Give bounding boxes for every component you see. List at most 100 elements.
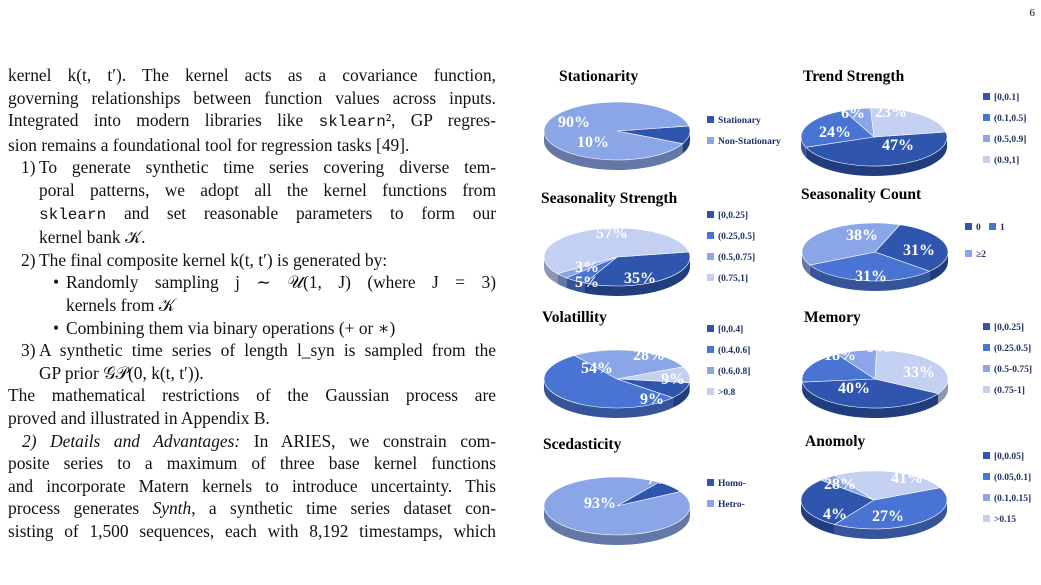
pie-percent-label: 33% xyxy=(903,364,935,381)
legend-swatch xyxy=(707,500,714,507)
legend-label: [0,0.05] xyxy=(994,452,1024,462)
text-line: governing relationships between function… xyxy=(8,87,496,110)
legend-swatch xyxy=(983,365,990,372)
pie-chart: Trend Strength47%24%6%23%[0,0.1](0.1,0.5… xyxy=(801,68,1026,176)
chart-title: Anomoly xyxy=(805,433,866,450)
text-line: To generate synthetic time series coveri… xyxy=(39,156,496,179)
list-item-2: 2) The final composite kernel k(t, t′) i… xyxy=(8,249,496,272)
legend-label: Stationary xyxy=(718,116,761,126)
legend-label: ≥2 xyxy=(976,250,986,260)
legend-label: [0,0.25] xyxy=(994,323,1024,333)
pie-percent-label: 40% xyxy=(838,380,870,397)
pie-percent-label: 90% xyxy=(558,114,590,131)
pie-percent-label: 41% xyxy=(891,470,923,487)
pie-charts-svg: Stationarity10%90%StationaryNon-Stationa… xyxy=(532,60,1036,580)
pie-percent-label: 28% xyxy=(824,476,856,493)
legend-label: (0.6,0.8] xyxy=(718,366,750,377)
pie-percent-label: 9% xyxy=(867,339,891,356)
legend-swatch xyxy=(983,473,990,480)
legend-label: (0.75,1] xyxy=(718,273,748,284)
text-line: 2) Details and Advantages: In ARIES, we … xyxy=(8,430,496,453)
legend-label: (0.5,0.75] xyxy=(718,252,755,263)
text-line: sklearn and set reasonable parameters to… xyxy=(39,202,496,227)
legend-swatch xyxy=(983,156,990,163)
text-line: Integrated into modern libraries like sk… xyxy=(8,109,496,134)
list-item-3: 3) A synthetic time series of length l_s… xyxy=(8,339,496,384)
legend-swatch xyxy=(707,325,714,332)
bullet-marker: • xyxy=(53,317,59,340)
legend-label: 1 xyxy=(1000,223,1005,233)
legend-label: >0.8 xyxy=(718,388,736,398)
legend-swatch xyxy=(707,137,714,144)
text-line: process generates Synth, a synthetic tim… xyxy=(8,497,496,520)
pie-percent-label: 7% xyxy=(647,471,671,488)
pie-percent-label: 57% xyxy=(596,225,628,242)
paragraph-details: 2) Details and Advantages: In ARIES, we … xyxy=(8,430,496,543)
legend-swatch xyxy=(707,388,714,395)
text-line: kernels from 𝒦 xyxy=(66,294,496,317)
chart-title: Scedasticity xyxy=(543,436,622,453)
text-line: poral patterns, we adopt all the kernel … xyxy=(39,179,496,202)
pie-percent-label: 54% xyxy=(581,360,613,377)
legend-label: (0.25.0.5] xyxy=(994,343,1031,354)
chart-title: Volatillity xyxy=(542,309,607,326)
legend-label: [0,0.25] xyxy=(718,211,748,221)
text-line: and incorporate Matern kernels to introd… xyxy=(8,475,496,498)
pie-percent-label: 24% xyxy=(819,124,851,141)
pie-percent-label: 93% xyxy=(584,495,616,512)
bullet-marker: • xyxy=(53,271,59,294)
pie-percent-label: 4% xyxy=(823,506,847,523)
legend-label: (0.5,0.9] xyxy=(994,134,1026,145)
legend-swatch xyxy=(989,223,996,230)
legend-label: (0.4,0.6] xyxy=(718,345,750,356)
legend-label: (0.75-1] xyxy=(994,385,1025,396)
legend-swatch xyxy=(983,135,990,142)
pie-percent-label: 9% xyxy=(661,371,685,388)
legend-swatch xyxy=(983,93,990,100)
pie-chart: Volatillity54%28%9%9%[0,0.4](0.4,0.6](0.… xyxy=(542,309,750,418)
text-line: sisting of 1,500 sequences, each with 8,… xyxy=(8,520,496,543)
text-line: A synthetic time series of length l_syn … xyxy=(39,339,496,362)
sub-list-item-2: • Combining them via binary operations (… xyxy=(8,317,496,340)
pie-percent-label: 27% xyxy=(872,508,904,525)
legend-swatch xyxy=(983,114,990,121)
text-line: posite series to a maximum of three base… xyxy=(8,452,496,475)
pie-chart: Stationarity10%90%StationaryNon-Stationa… xyxy=(544,68,781,170)
legend-swatch xyxy=(983,494,990,501)
legend-swatch xyxy=(983,386,990,393)
legend-swatch xyxy=(965,223,972,230)
legend-swatch xyxy=(707,116,714,123)
pie-percent-label: 47% xyxy=(882,137,914,154)
chart-title: Trend Strength xyxy=(803,68,905,85)
legend-label: Non-Stationary xyxy=(718,137,781,147)
legend-swatch xyxy=(965,250,972,257)
pie-percent-label: 35% xyxy=(624,270,656,287)
pie-percent-label: 28% xyxy=(633,347,665,364)
list-number: 1) xyxy=(21,156,36,179)
text-line: kernel bank 𝒦. xyxy=(39,226,496,249)
pie-chart: Seasonality Strength35%5%3%57%[0,0.25](0… xyxy=(541,190,755,296)
chart-title: Seasonality Count xyxy=(801,186,922,203)
pie-percent-label: 31% xyxy=(855,268,887,285)
legend-label: >0.15 xyxy=(994,515,1016,525)
text-line: The final composite kernel k(t, t′) is g… xyxy=(39,249,496,272)
legend-label: (0.1,0.5] xyxy=(994,113,1026,124)
chart-title: Stationarity xyxy=(559,68,638,85)
pie-percent-label: 38% xyxy=(846,227,878,244)
legend-swatch xyxy=(983,344,990,351)
legend-swatch xyxy=(983,323,990,330)
legend-label: [0,0.1] xyxy=(994,93,1019,103)
legend-swatch xyxy=(983,515,990,522)
pie-chart: Memory40%18%9%33%[0,0.25](0.25.0.5](0.5-… xyxy=(802,309,1032,418)
legend-label: (0.1,0.15] xyxy=(994,493,1031,504)
text-line: Combining them via binary operations (+ … xyxy=(66,317,496,340)
legend-label: [0,0.4] xyxy=(718,325,743,335)
legend-label: (0.05,0.1] xyxy=(994,472,1031,483)
sub-list-item-1: • Randomly sampling j ∼ 𝒰(1, J) (where J… xyxy=(8,271,496,316)
legend-swatch xyxy=(707,232,714,239)
list-item-1: 1) To generate synthetic time series cov… xyxy=(8,156,496,248)
page-number: 6 xyxy=(1030,7,1036,19)
